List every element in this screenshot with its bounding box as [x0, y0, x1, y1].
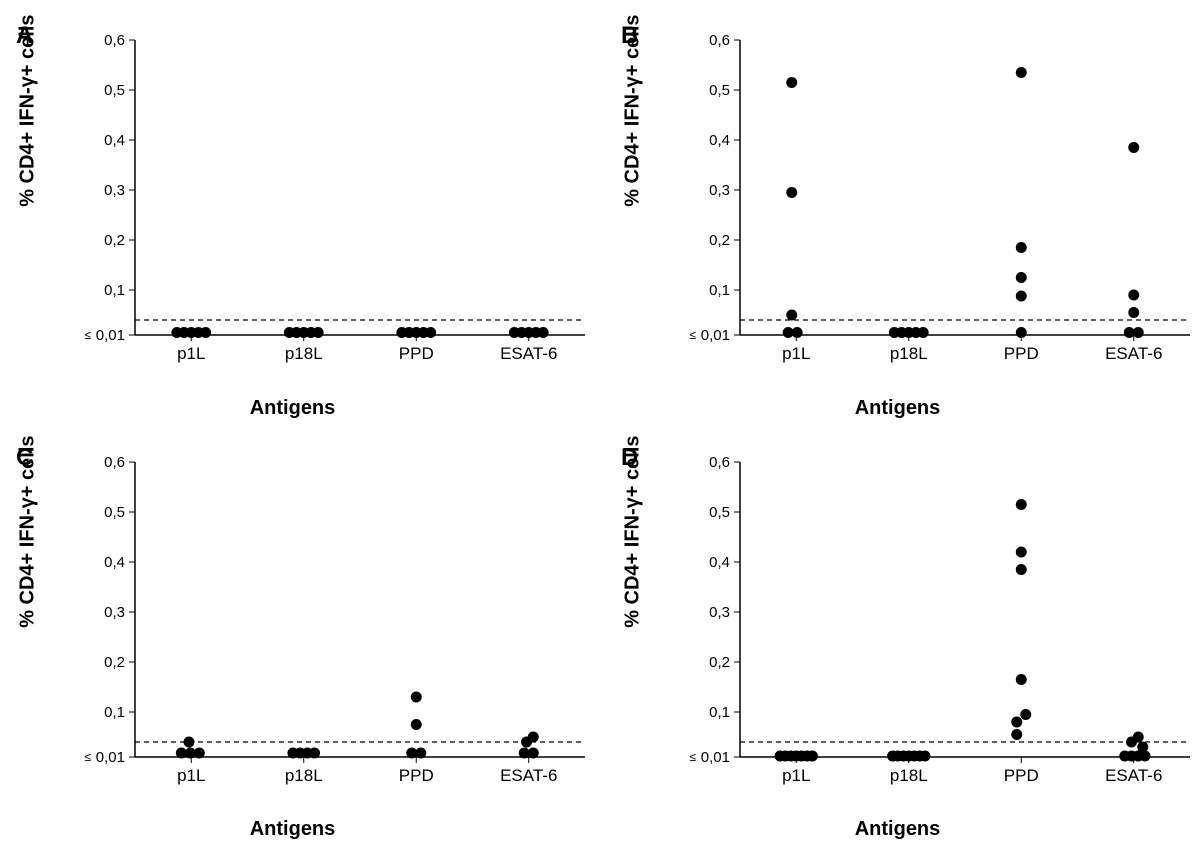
data-point: [918, 327, 929, 338]
data-point: [1016, 564, 1027, 575]
dot-plot: 0,01 ≤0,1 0,2 0,3 0,4 0,5 0,6 p1L p18L PPD ESAT-6: [645, 10, 1200, 410]
panel-c: C % CD4+ IFN-γ+ cells Antigens 0,01≤0,10…: [10, 432, 575, 844]
y-tick-label: 0,4: [104, 132, 125, 149]
y-tick-label: 0,3: [709, 182, 730, 199]
data-point: [1011, 716, 1022, 727]
data-point: [1016, 242, 1027, 253]
y-axis-title: % CD4+ IFN-γ+ cells: [17, 436, 40, 628]
dot-plot: 0,01 ≤0,1 0,2 0,3 0,4 0,5 0,6 p1L p18L PPD ESAT-6: [40, 432, 600, 832]
y-tick-label: 0,6: [104, 32, 125, 49]
y-tick-label: 0,5: [104, 82, 125, 99]
data-point: [1128, 290, 1139, 301]
dot-plot: 0,01 ≤0,1 0,2 0,3 0,4 0,5 0,6 p1L p18L PPD ESAT-6: [40, 10, 600, 410]
y-tick-label: 0,01: [701, 749, 730, 766]
y-tick-label: 0,3: [104, 182, 125, 199]
category-label: PPD: [399, 344, 434, 363]
le-prefix: ≤: [84, 328, 91, 342]
le-prefix: ≤: [689, 328, 696, 342]
category-label: p18L: [285, 344, 323, 363]
category-label: p1L: [782, 344, 810, 363]
y-tick-label: 0,5: [104, 504, 125, 521]
y-axis-title: % CD4+ IFN-γ+ cells: [622, 436, 645, 628]
data-point: [309, 747, 320, 758]
data-point: [1016, 67, 1027, 78]
data-point: [807, 750, 818, 761]
y-tick-label: 0,2: [709, 232, 730, 249]
category-label: p1L: [177, 766, 205, 785]
data-point: [1016, 291, 1027, 302]
y-tick-label: 0,01: [96, 749, 125, 766]
figure-grid: A % CD4+ IFN-γ+ cells Antigens 0,01≤0,10…: [0, 0, 1200, 853]
y-tick-label: 0,5: [709, 82, 730, 99]
category-label: ESAT-6: [500, 766, 557, 785]
y-tick-label: 0,2: [104, 232, 125, 249]
data-point: [1126, 736, 1137, 747]
category-label: PPD: [1004, 344, 1039, 363]
data-point: [521, 736, 532, 747]
y-tick-label: 0,2: [104, 654, 125, 671]
data-point: [425, 327, 436, 338]
data-point: [184, 736, 195, 747]
data-point: [792, 327, 803, 338]
data-point: [538, 327, 549, 338]
data-point: [919, 750, 930, 761]
data-point: [1133, 327, 1144, 338]
y-tick-label: 0,6: [709, 32, 730, 49]
data-point: [415, 747, 426, 758]
category-label: p18L: [890, 766, 928, 785]
y-axis-title: % CD4+ IFN-γ+ cells: [622, 14, 645, 206]
data-point: [1016, 327, 1027, 338]
data-point: [786, 310, 797, 321]
category-label: p18L: [890, 344, 928, 363]
y-tick-label: 0,01: [96, 327, 125, 344]
data-point: [1011, 729, 1022, 740]
y-axis-title: % CD4+ IFN-γ+ cells: [17, 14, 40, 206]
y-tick-label: 0,3: [104, 604, 125, 621]
data-point: [1016, 674, 1027, 685]
panel-b: B % CD4+ IFN-γ+ cells Antigens 0,01≤0,10…: [615, 10, 1180, 422]
data-point: [1020, 709, 1031, 720]
y-tick-label: 0,1: [709, 282, 730, 299]
y-tick-label: 0,6: [709, 454, 730, 471]
category-label: p18L: [285, 766, 323, 785]
panel-d: D % CD4+ IFN-γ+ cells Antigens 0,01≤0,10…: [615, 432, 1180, 844]
y-tick-label: 0,1: [709, 704, 730, 721]
y-tick-label: 0,4: [709, 132, 730, 149]
data-point: [313, 327, 324, 338]
data-point: [411, 691, 422, 702]
category-label: ESAT-6: [1105, 766, 1162, 785]
data-point: [1128, 142, 1139, 153]
data-point: [194, 747, 205, 758]
category-label: p1L: [782, 766, 810, 785]
category-label: ESAT-6: [1105, 344, 1162, 363]
category-label: p1L: [177, 344, 205, 363]
data-point: [1128, 307, 1139, 318]
category-label: PPD: [1004, 766, 1039, 785]
category-label: ESAT-6: [500, 344, 557, 363]
dot-plot: 0,01 ≤0,1 0,2 0,3 0,4 0,5 0,6 p1L p18L PPD ESAT-6: [645, 432, 1200, 832]
data-point: [1016, 499, 1027, 510]
y-tick-label: 0,2: [709, 654, 730, 671]
le-prefix: ≤: [84, 750, 91, 764]
data-point: [786, 187, 797, 198]
data-point: [1016, 546, 1027, 557]
data-point: [411, 719, 422, 730]
category-label: PPD: [399, 766, 434, 785]
data-point: [786, 77, 797, 88]
data-point: [1140, 750, 1151, 761]
y-tick-label: 0,01: [701, 327, 730, 344]
le-prefix: ≤: [689, 750, 696, 764]
panel-a: A % CD4+ IFN-γ+ cells Antigens 0,01≤0,10…: [10, 10, 575, 422]
y-tick-label: 0,1: [104, 704, 125, 721]
y-tick-label: 0,4: [104, 554, 125, 571]
data-point: [528, 747, 539, 758]
data-point: [200, 327, 211, 338]
y-tick-label: 0,3: [709, 604, 730, 621]
y-tick-label: 0,5: [709, 504, 730, 521]
y-tick-label: 0,4: [709, 554, 730, 571]
data-point: [1016, 272, 1027, 283]
y-tick-label: 0,6: [104, 454, 125, 471]
y-tick-label: 0,1: [104, 282, 125, 299]
